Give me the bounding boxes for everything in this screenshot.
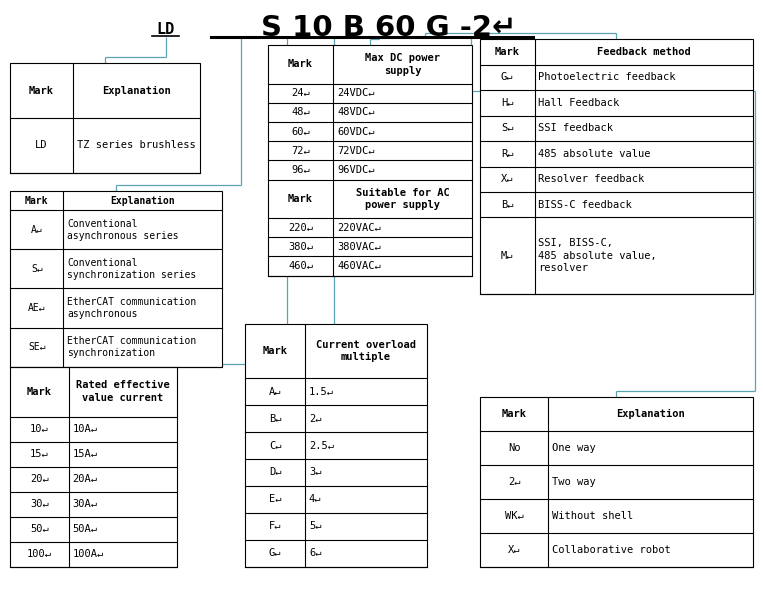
Text: 460VAC↵: 460VAC↵ bbox=[337, 261, 381, 271]
Text: Mark: Mark bbox=[501, 409, 526, 419]
Bar bbox=[245, 324, 427, 567]
Text: Mark: Mark bbox=[262, 346, 288, 356]
Text: Explanation: Explanation bbox=[616, 409, 684, 419]
Text: Mark: Mark bbox=[288, 194, 313, 204]
Text: E↵: E↵ bbox=[269, 494, 282, 504]
Text: 6↵: 6↵ bbox=[309, 548, 321, 558]
Bar bbox=[480, 397, 752, 567]
Text: 380↵: 380↵ bbox=[288, 242, 313, 252]
Text: 4↵: 4↵ bbox=[309, 494, 321, 504]
Text: Without shell: Without shell bbox=[552, 511, 633, 521]
Text: H↵: H↵ bbox=[501, 98, 513, 108]
Text: No: No bbox=[508, 443, 520, 453]
Text: EtherCAT communication
asynchronous: EtherCAT communication asynchronous bbox=[67, 297, 196, 319]
Bar bbox=[11, 191, 223, 367]
Text: Explanation: Explanation bbox=[102, 86, 171, 95]
Text: SSI, BISS-C,
485 absolute value,
resolver: SSI, BISS-C, 485 absolute value, resolve… bbox=[538, 238, 657, 273]
Text: 96↵: 96↵ bbox=[291, 165, 310, 175]
Text: 2↵: 2↵ bbox=[309, 414, 321, 424]
Text: 50A↵: 50A↵ bbox=[72, 524, 98, 534]
Text: 72↵: 72↵ bbox=[291, 146, 310, 156]
Text: 15↵: 15↵ bbox=[31, 449, 49, 459]
Text: TZ series brushless: TZ series brushless bbox=[76, 140, 195, 151]
Text: 48↵: 48↵ bbox=[291, 108, 310, 118]
Text: Conventional
synchronization series: Conventional synchronization series bbox=[67, 258, 196, 280]
Text: 10↵: 10↵ bbox=[31, 424, 49, 434]
Text: 485 absolute value: 485 absolute value bbox=[538, 149, 651, 159]
Text: 10A↵: 10A↵ bbox=[72, 424, 98, 434]
Text: 5↵: 5↵ bbox=[309, 521, 321, 531]
Text: Suitable for AC
power supply: Suitable for AC power supply bbox=[356, 188, 449, 210]
Text: Mark: Mark bbox=[29, 86, 54, 95]
Text: F↵: F↵ bbox=[269, 521, 282, 531]
Text: G↵: G↵ bbox=[501, 72, 513, 83]
Text: 220↵: 220↵ bbox=[288, 223, 313, 233]
Bar bbox=[11, 64, 200, 173]
Text: G↵: G↵ bbox=[269, 548, 282, 558]
Text: 30A↵: 30A↵ bbox=[72, 499, 98, 509]
Text: 96VDC↵: 96VDC↵ bbox=[337, 165, 375, 175]
Text: A↵: A↵ bbox=[31, 225, 43, 235]
Text: 2.5↵: 2.5↵ bbox=[309, 441, 334, 450]
Text: One way: One way bbox=[552, 443, 596, 453]
Text: LD: LD bbox=[35, 140, 48, 151]
Text: 20A↵: 20A↵ bbox=[72, 474, 98, 484]
Text: 1.5↵: 1.5↵ bbox=[309, 387, 334, 397]
Text: 24VDC↵: 24VDC↵ bbox=[337, 88, 375, 99]
Text: Mark: Mark bbox=[494, 47, 520, 57]
Text: X↵: X↵ bbox=[501, 174, 513, 184]
Text: S↵: S↵ bbox=[501, 123, 513, 133]
Text: R↵: R↵ bbox=[501, 149, 513, 159]
Text: Mark: Mark bbox=[288, 59, 313, 69]
Text: 2↵: 2↵ bbox=[508, 477, 520, 487]
Text: Explanation: Explanation bbox=[111, 195, 175, 206]
Text: SSI feedback: SSI feedback bbox=[538, 123, 613, 133]
Text: B↵: B↵ bbox=[501, 200, 513, 210]
Text: 60↵: 60↵ bbox=[291, 127, 310, 136]
Text: Mark: Mark bbox=[25, 196, 49, 206]
Text: Photoelectric feedback: Photoelectric feedback bbox=[538, 72, 676, 83]
Text: S 10 B 60 G -2↵: S 10 B 60 G -2↵ bbox=[262, 14, 517, 42]
Text: 460↵: 460↵ bbox=[288, 261, 313, 271]
Text: Conventional
asynchronous series: Conventional asynchronous series bbox=[67, 218, 179, 241]
Bar bbox=[268, 45, 472, 275]
Text: 60VDC↵: 60VDC↵ bbox=[337, 127, 375, 136]
Text: Rated effective
value current: Rated effective value current bbox=[76, 381, 169, 403]
Text: X↵: X↵ bbox=[508, 545, 520, 555]
Text: 220VAC↵: 220VAC↵ bbox=[337, 223, 381, 233]
Bar bbox=[480, 39, 752, 294]
Text: 30↵: 30↵ bbox=[31, 499, 49, 509]
Text: Two way: Two way bbox=[552, 477, 596, 487]
Bar bbox=[11, 367, 177, 567]
Text: 100A↵: 100A↵ bbox=[72, 549, 104, 559]
Text: WK↵: WK↵ bbox=[504, 511, 523, 521]
Text: Hall Feedback: Hall Feedback bbox=[538, 98, 620, 108]
Text: Feedback method: Feedback method bbox=[597, 47, 691, 57]
Text: A↵: A↵ bbox=[269, 387, 282, 397]
Text: Current overload
multiple: Current overload multiple bbox=[316, 340, 416, 362]
Text: SE↵: SE↵ bbox=[28, 342, 46, 352]
Text: 380VAC↵: 380VAC↵ bbox=[337, 242, 381, 252]
Text: C↵: C↵ bbox=[269, 441, 282, 450]
Text: B↵: B↵ bbox=[269, 414, 282, 424]
Text: 15A↵: 15A↵ bbox=[72, 449, 98, 459]
Text: 20↵: 20↵ bbox=[31, 474, 49, 484]
Text: Max DC power
supply: Max DC power supply bbox=[365, 53, 440, 76]
Text: S↵: S↵ bbox=[31, 264, 43, 274]
Text: LD: LD bbox=[156, 22, 175, 37]
Text: 100↵: 100↵ bbox=[27, 549, 52, 559]
Text: BISS-C feedback: BISS-C feedback bbox=[538, 200, 632, 210]
Text: Resolver feedback: Resolver feedback bbox=[538, 174, 645, 184]
Text: AE↵: AE↵ bbox=[28, 303, 46, 313]
Text: EtherCAT communication
synchronization: EtherCAT communication synchronization bbox=[67, 336, 196, 358]
Text: D↵: D↵ bbox=[269, 468, 282, 477]
Text: Mark: Mark bbox=[27, 387, 52, 397]
Text: Collaborative robot: Collaborative robot bbox=[552, 545, 671, 555]
Text: 3↵: 3↵ bbox=[309, 468, 321, 477]
Text: 48VDC↵: 48VDC↵ bbox=[337, 108, 375, 118]
Text: M↵: M↵ bbox=[501, 251, 513, 261]
Text: 24↵: 24↵ bbox=[291, 88, 310, 99]
Text: 50↵: 50↵ bbox=[31, 524, 49, 534]
Text: 72VDC↵: 72VDC↵ bbox=[337, 146, 375, 156]
